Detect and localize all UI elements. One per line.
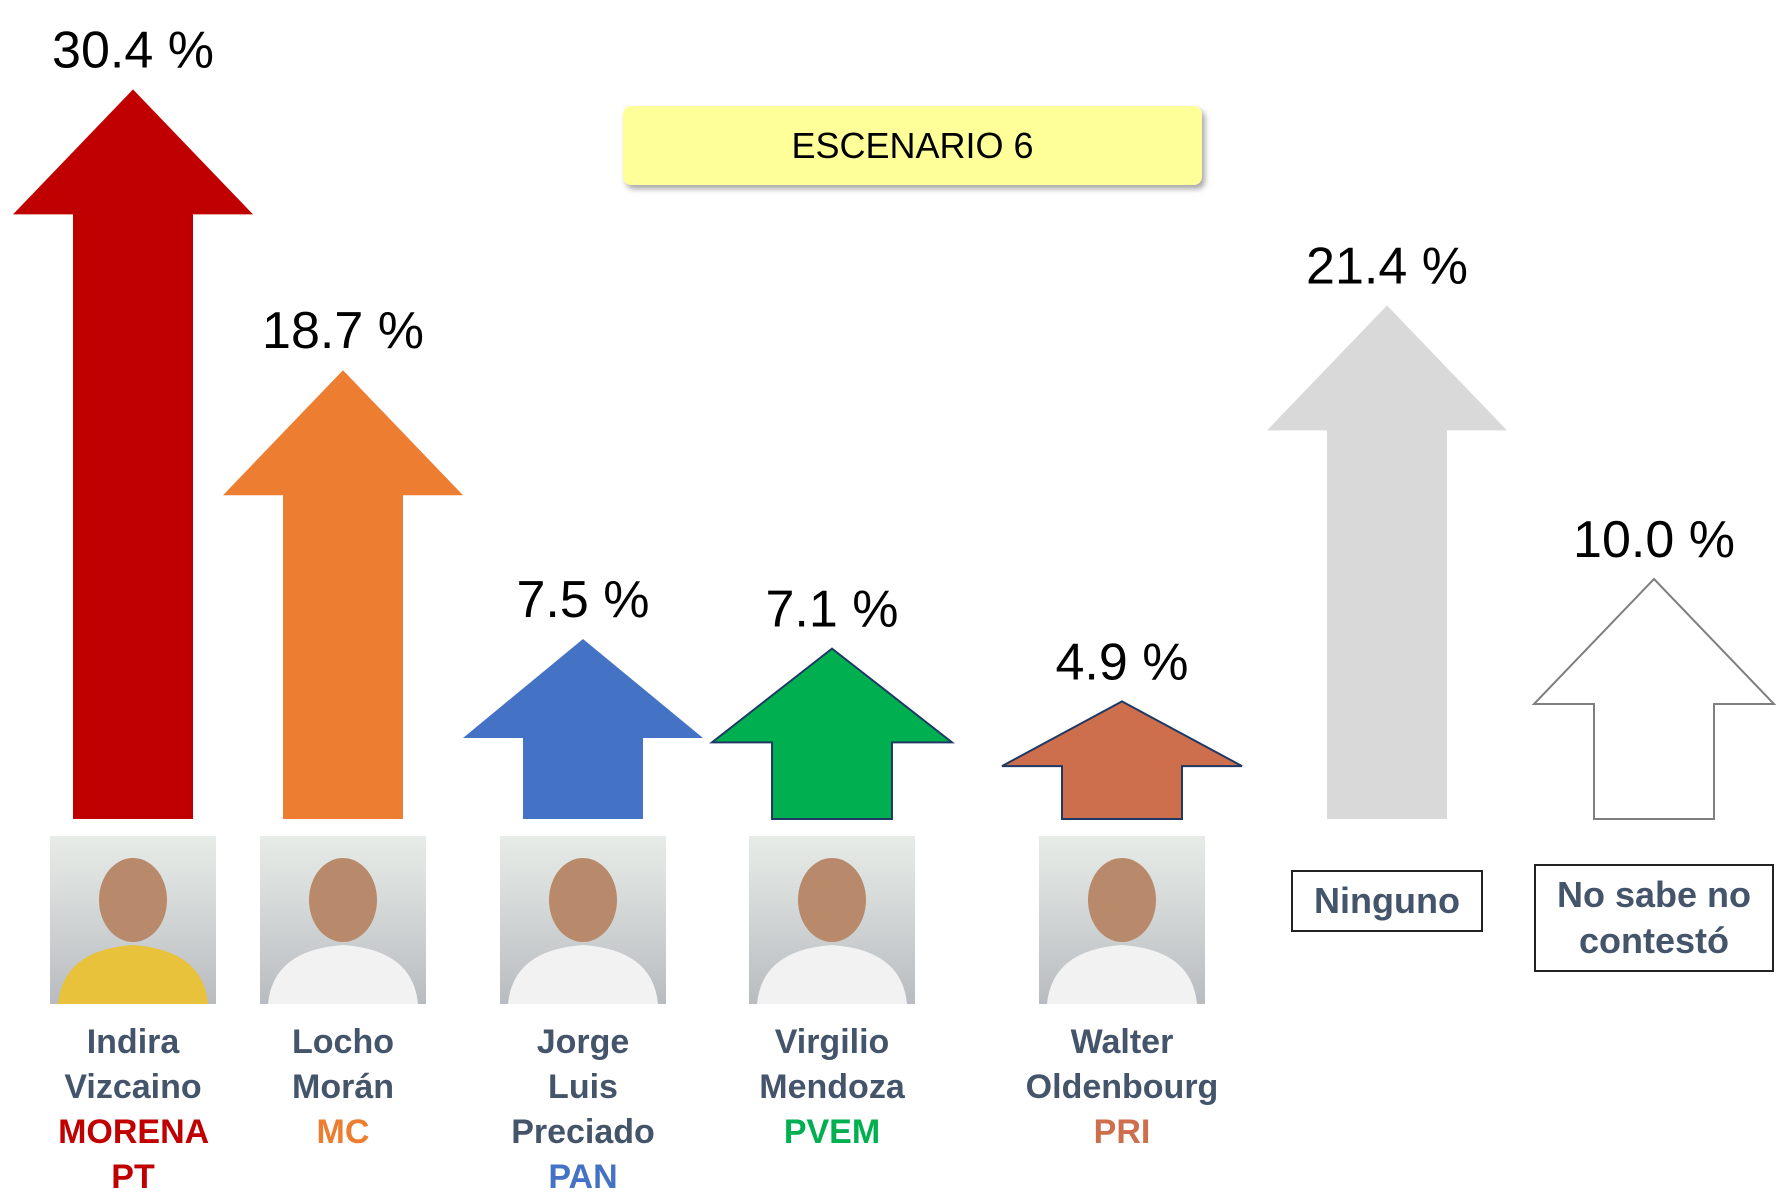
photo-body <box>1047 945 1197 1004</box>
name-text: Jorge Luis Preciado <box>511 1023 655 1151</box>
candidate-photo <box>50 836 216 1004</box>
name-text: Walter Oldenbourg <box>1025 1023 1219 1106</box>
option-label: Ninguno <box>1291 870 1483 932</box>
candidate-photo <box>500 836 666 1004</box>
candidate-photo <box>1039 836 1205 1004</box>
photo-body <box>757 945 907 1004</box>
candidate-photo <box>260 836 426 1004</box>
candidate-photo <box>749 836 915 1004</box>
arrow-bar <box>709 647 955 820</box>
candidate-name: Walter Oldenbourg PRI <box>1026 1020 1219 1155</box>
name-text: Locho Morán <box>292 1023 394 1106</box>
value-label: 21.4 % <box>1306 237 1468 295</box>
name-text: Virgilio Mendoza <box>759 1023 905 1106</box>
arrow-bar <box>1531 577 1777 820</box>
photo-head <box>99 858 167 942</box>
arrow-bar <box>1001 700 1243 820</box>
photo-body <box>58 945 208 1004</box>
name-text: Indira Vizcaino <box>64 1023 202 1106</box>
photo-body <box>508 945 658 1004</box>
candidate-name: Indira Vizcaino MORENA PT <box>58 1020 210 1200</box>
photo-head <box>309 858 377 942</box>
party-name: MC <box>316 1113 370 1151</box>
value-label: 10.0 % <box>1573 511 1735 569</box>
value-label: 30.4 % <box>52 21 214 79</box>
photo-head <box>549 858 617 942</box>
arrow-bar <box>13 89 253 819</box>
candidate-name: Locho Morán MC <box>292 1020 394 1155</box>
party-name: PRI <box>1093 1113 1151 1151</box>
photo-head <box>798 858 866 942</box>
value-label: 18.7 % <box>262 302 424 360</box>
candidate-name: Virgilio Mendoza PVEM <box>759 1020 904 1155</box>
photo-head <box>1088 858 1156 942</box>
scenario-label: ESCENARIO 6 <box>623 106 1202 185</box>
candidate-name: Jorge Luis Preciado PAN <box>511 1020 655 1200</box>
value-label: 7.5 % <box>517 571 650 629</box>
party-name: PVEM <box>783 1113 881 1151</box>
arrow-bar <box>1267 305 1507 819</box>
arrow-bar <box>223 370 463 819</box>
option-label: No sabe no contestó <box>1534 864 1774 972</box>
value-label: 7.1 % <box>766 581 899 639</box>
party-name: PAN <box>548 1158 618 1196</box>
photo-body <box>268 945 418 1004</box>
arrow-bar <box>463 639 703 819</box>
value-label: 4.9 % <box>1056 633 1189 691</box>
party-name: MORENA PT <box>58 1113 210 1196</box>
